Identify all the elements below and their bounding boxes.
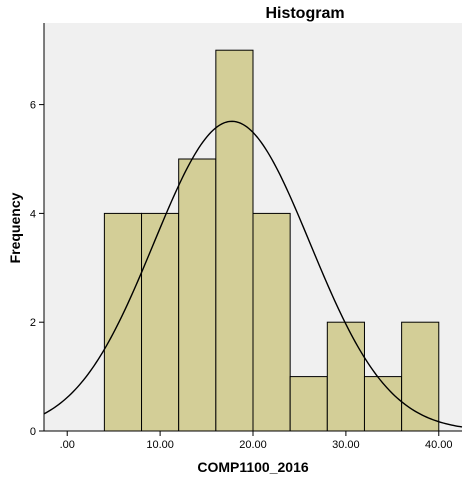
y-tick-label: 4: [30, 208, 36, 220]
y-tick-label: 6: [30, 100, 36, 112]
y-tick-label: 0: [30, 426, 36, 438]
histogram-bar-2: [141, 212, 180, 432]
x-ticks-layer: .00 10.00 20.00 30.00 40.00: [60, 431, 453, 451]
x-tick-label: 10.00: [146, 439, 174, 451]
x-tick-label: 30.00: [332, 439, 360, 451]
histogram-bar-5: [252, 212, 291, 432]
y-axis-title: Frequency: [7, 192, 23, 263]
bars-layer: [103, 49, 440, 432]
histogram-bar-6: [289, 376, 328, 432]
normal-curve: [43, 120, 463, 428]
x-tick-label: 20.00: [239, 439, 267, 451]
histogram-bar-8: [363, 376, 403, 432]
y-ticks-layer: 0 2 4 6: [30, 100, 44, 438]
y-tick-label: 2: [30, 317, 36, 329]
histogram-bar-9: [401, 321, 440, 432]
x-tick-label: .00: [60, 439, 75, 451]
chart-title: Histogram: [265, 5, 344, 22]
histogram-bar-4: [215, 49, 254, 432]
histogram-bar-7: [326, 321, 365, 432]
histogram-bar-3: [178, 158, 217, 432]
x-tick-label: 40.00: [425, 439, 453, 451]
histogram-bar-1: [103, 212, 143, 432]
x-axis-title: COMP1100_2016: [197, 459, 309, 475]
